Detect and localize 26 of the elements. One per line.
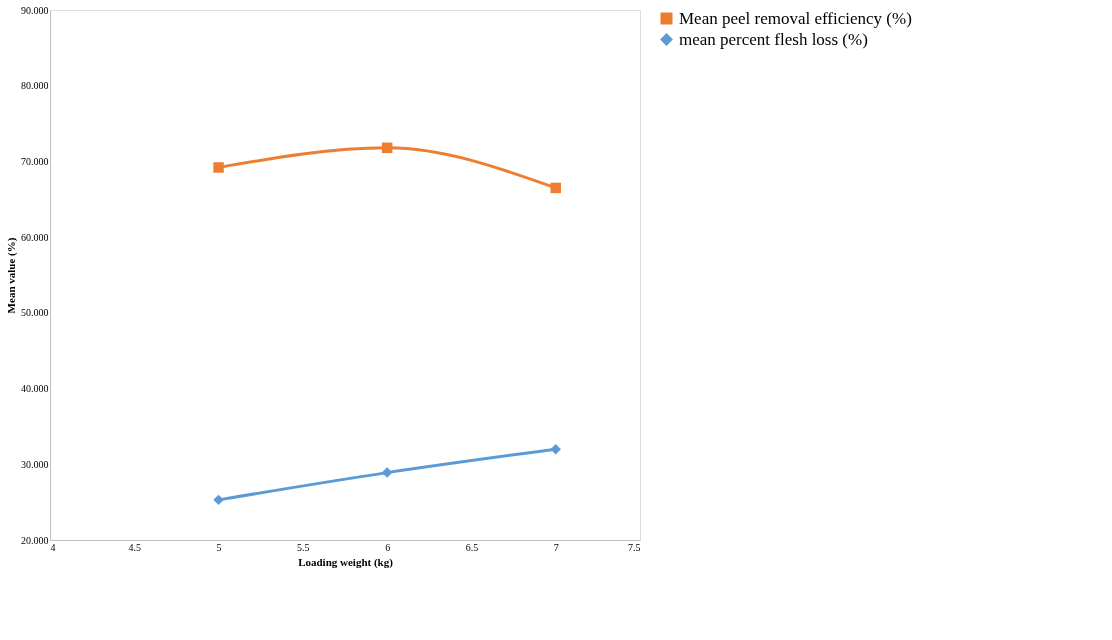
y-tick-label: 30.000 — [21, 458, 49, 470]
point — [550, 182, 561, 194]
y-tick-label: 50.000 — [21, 307, 49, 319]
y-tick-label: 70.000 — [21, 155, 49, 167]
x-tick-label: 4.5 — [128, 541, 142, 553]
point — [381, 467, 393, 478]
point — [550, 443, 561, 455]
x-tick-label: 7.5 — [628, 541, 641, 553]
y-tick-label: 90.000 — [21, 4, 49, 16]
x-axis-title: Loading weight (kg) — [298, 555, 394, 569]
x-tick-label: 4 — [50, 541, 56, 553]
point — [213, 162, 224, 173]
x-tick-label: 5 — [216, 541, 222, 553]
x-tick-label: 7 — [553, 541, 559, 553]
legend-label: Mean peel removal efficiency (%) — [679, 8, 912, 28]
x-tick-label: 5.5 — [297, 541, 310, 553]
y-tick-label: 40.000 — [21, 383, 49, 395]
x-tick-label: 6 — [385, 541, 391, 553]
y-tick-label: 80.000 — [21, 80, 49, 92]
y-axis-title: Mean value (%) — [5, 237, 18, 314]
point — [213, 494, 224, 506]
y-tick-label: 60.000 — [21, 231, 49, 243]
x-tick-label: 6.5 — [465, 541, 479, 553]
legend-label: mean percent flesh loss (%) — [679, 29, 868, 49]
point — [381, 142, 393, 154]
y-tick-label: 20.000 — [21, 534, 49, 546]
